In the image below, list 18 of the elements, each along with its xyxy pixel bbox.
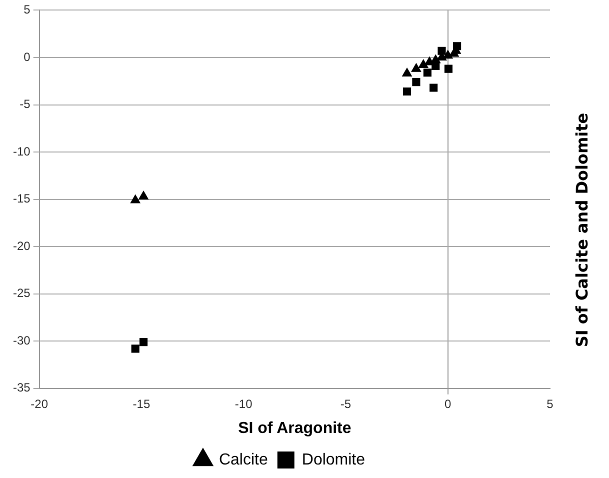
y-tick-label: -15 — [13, 192, 31, 206]
legend-label: Calcite — [218, 451, 268, 468]
x-tick-label: 5 — [546, 396, 554, 411]
x-tick-label: -15 — [132, 396, 150, 411]
y-tick-label: -20 — [13, 238, 31, 253]
y-tick-label: -35 — [13, 380, 31, 395]
y-tick-label: -10 — [13, 144, 31, 158]
x-tick-label: 0 — [444, 396, 452, 411]
x-axis-title: SI of Aragonite — [238, 420, 352, 437]
y-tick-label: -5 — [20, 97, 31, 112]
y-tick-label: 5 — [24, 2, 31, 17]
x-tick-label: -5 — [340, 396, 352, 411]
y-tick-label: 0 — [24, 50, 31, 64]
x-tick-label: -10 — [234, 396, 253, 411]
y-tick-label: -25 — [13, 286, 31, 300]
legend-label: Dolomite — [302, 451, 366, 468]
y-tick-label: -30 — [13, 333, 31, 348]
y-axis-title: SI of Calcite and Dolomite — [572, 112, 592, 348]
